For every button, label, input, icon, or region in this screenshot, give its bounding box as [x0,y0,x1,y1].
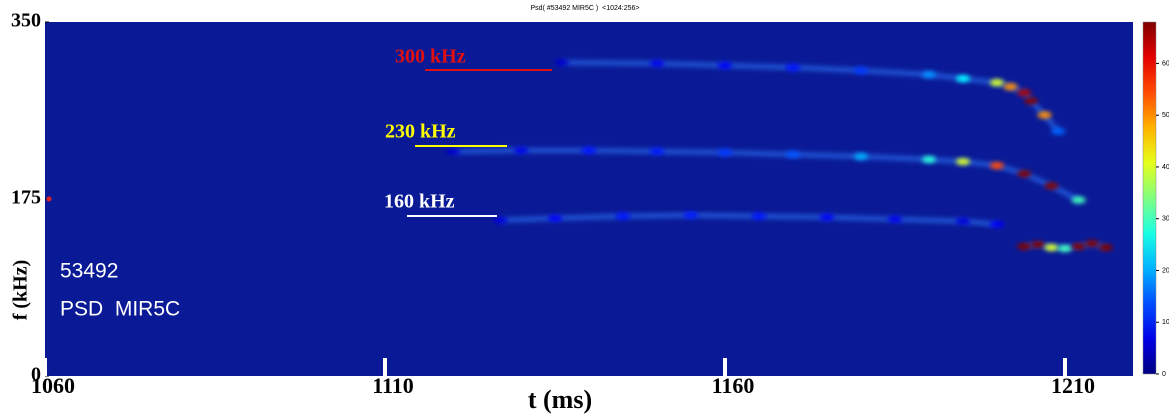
mode-point [718,61,732,69]
colorbar-tick-label: 20 [1162,267,1169,274]
mode-point [1017,243,1032,251]
y-axis-label: f (kHz) [10,260,32,321]
mode-point [956,217,970,225]
colorbar-tick-label: 30 [1162,216,1169,223]
mode-point [650,147,664,155]
annotation: 230 kHz [385,121,456,143]
x-tick-label: 1210 [1051,373,1095,398]
chart-title: Psd( #53492 MIR5C ) <1024:256> [531,5,640,12]
mode-point [854,153,868,161]
colorbar-tick-label: 10 [1162,319,1169,326]
y-tick-label: 350 [11,10,41,32]
x-tick-label: 1110 [372,373,414,398]
colorbar-tick-label: 50 [1162,112,1169,119]
mode-point [1058,245,1072,253]
mode-point [1030,241,1045,249]
colorbar [1142,21,1157,375]
mode-point [1024,97,1038,105]
axis-marker [46,196,52,202]
mode-point [990,220,1004,228]
mode-point [1044,182,1059,190]
mode-point [1003,83,1018,91]
shot-label: 53492 [60,260,118,283]
mode-point [1017,89,1032,97]
mode-point [1051,127,1066,135]
mode-point [990,162,1004,170]
mode-point [786,150,800,158]
x-tick-label: 1160 [712,373,755,398]
mode-point [650,59,664,67]
mode-point [684,211,698,219]
mode-point [1098,244,1113,252]
mode-point [1037,111,1052,119]
mode-point [922,156,936,164]
mode-point [1017,170,1032,178]
plot-area [45,22,1133,376]
annotation: 160 kHz [384,191,455,213]
mode-point [820,213,834,221]
mode-point [786,64,800,72]
mode-point [956,158,970,166]
colorbar-tick-label: 0 [1162,371,1166,378]
mode-point [554,58,569,66]
annotation: 300 kHz [395,46,466,68]
y-tick-label: 175 [11,187,41,209]
colorbar-tick-label: 40 [1162,164,1169,171]
y-tick-label: 0 [31,364,41,386]
mode-point [956,75,970,83]
mode-point [548,214,562,222]
mode-point [1085,240,1100,248]
mode-point [752,212,766,220]
mode-point [1071,196,1086,204]
mode-point [990,79,1004,87]
mode-point [446,147,460,155]
mode-point [854,67,868,75]
shot-label: PSD MIR5C [60,298,180,321]
mode-point [493,216,508,224]
mode-point [718,148,732,156]
mode-point [582,146,596,154]
mode-point [616,212,630,220]
x-axis-label: t (ms) [528,385,592,414]
colorbar-tick-label: 60 [1162,60,1169,67]
mode-point [1044,244,1059,252]
mode-point [1071,243,1086,251]
mode-point [922,71,936,79]
x-tick-label: 1060 [31,373,75,398]
mode-point [514,146,528,154]
mode-point [888,215,902,223]
